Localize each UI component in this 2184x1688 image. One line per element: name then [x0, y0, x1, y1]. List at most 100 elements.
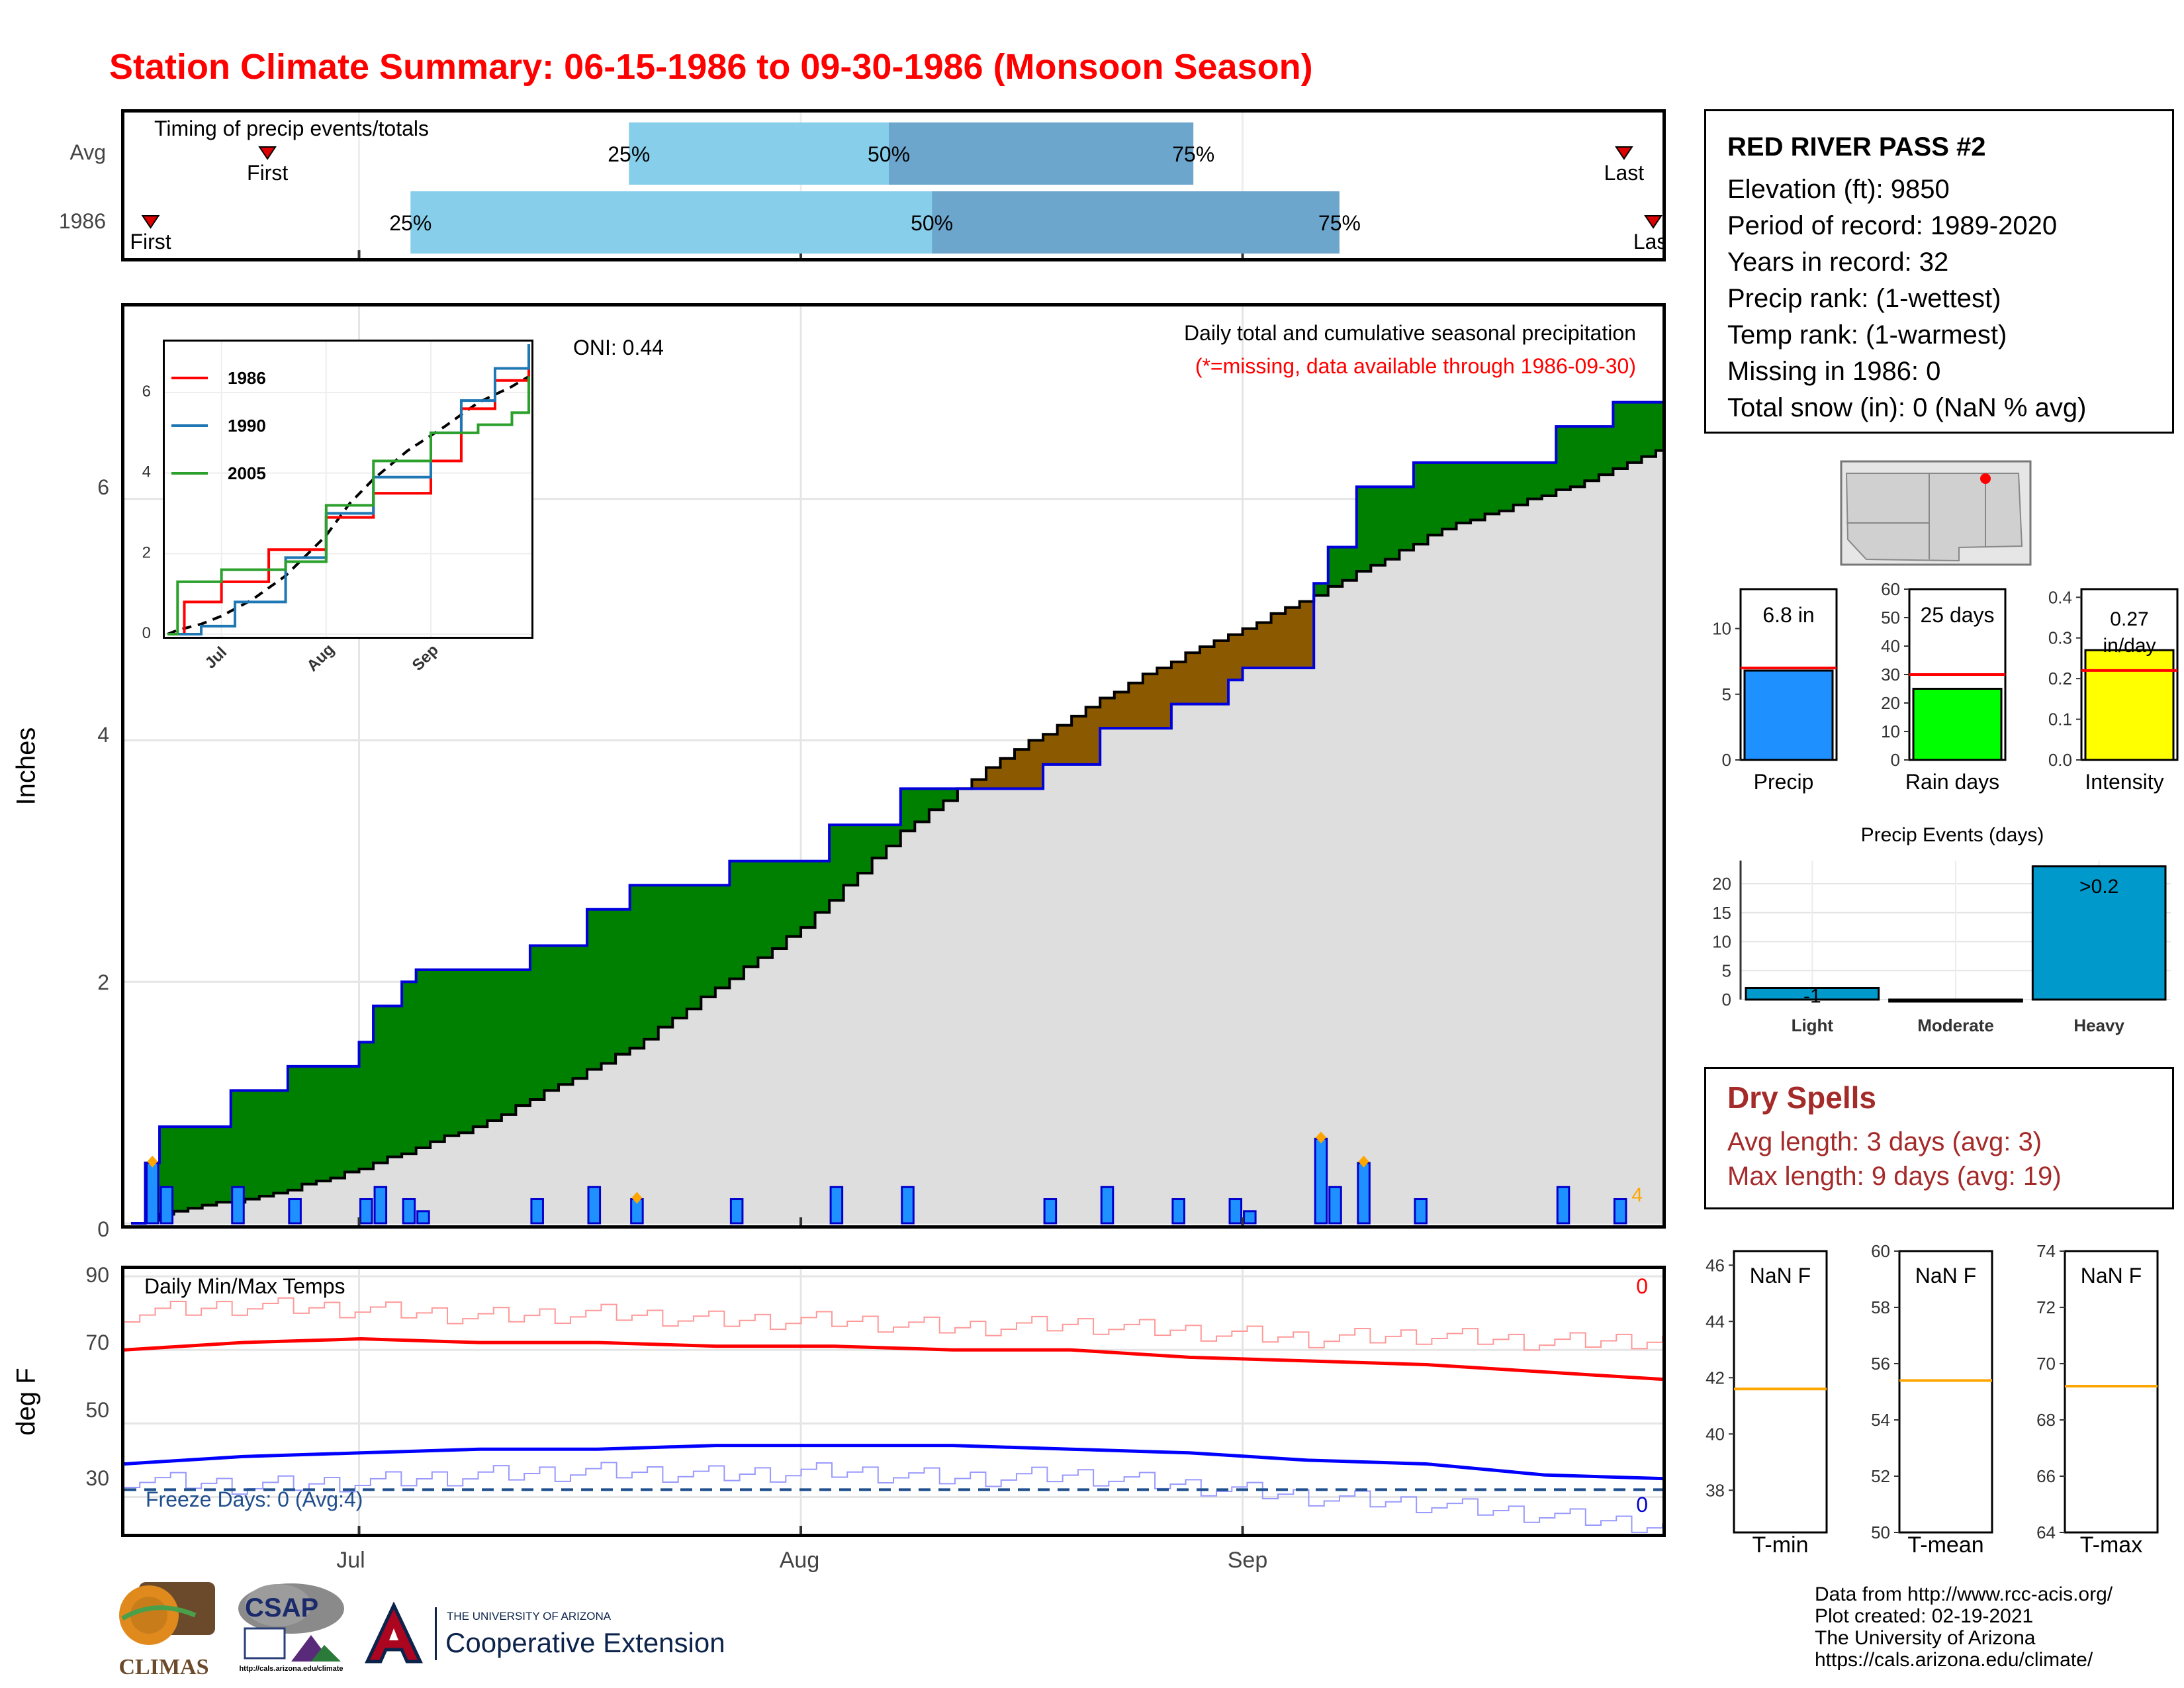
average-cumulative-line [131, 449, 1662, 1225]
precip-panel: 0 2 4 6 Jul Aug Sep ONI: 0.44 Daily total and … [121, 303, 1666, 1229]
below-average-fill [1214, 640, 1229, 704]
timing-last-marker [1615, 146, 1633, 160]
above-average-fill [529, 945, 545, 1100]
station-precip-rank: Precip rank: (1-wettest) [1727, 284, 2001, 313]
csap-logo-text: CSAP [245, 1593, 319, 1622]
above-average-fill [615, 909, 631, 1055]
above-average-fill [1442, 462, 1457, 530]
summary-bar-Intensity [2084, 649, 2175, 761]
summary-ytick-label: 5 [1722, 684, 1731, 704]
heavy-event-marker [147, 1155, 158, 1168]
timing-row-label-avg: Avg [69, 140, 106, 164]
above-average-fill [245, 1090, 260, 1199]
daily-precip-bar [1171, 1198, 1185, 1225]
above-average-fill [230, 1090, 246, 1203]
above-average-fill [216, 1127, 232, 1203]
events-ytick-label: 10 [1712, 932, 1731, 952]
daily-precip-bar [231, 1186, 245, 1225]
daily-precip-bar [1243, 1210, 1257, 1225]
daily-precip-bar [288, 1198, 302, 1225]
above-average-fill [1456, 462, 1471, 524]
ua-small-text: THE UNIVERSITY OF ARIZONA [447, 1610, 612, 1622]
events-bar-heavy [2031, 865, 2167, 1001]
above-average-fill [801, 861, 816, 928]
timing-bar-q25-q50 [629, 122, 889, 185]
climas-emblem-icon [119, 1582, 215, 1645]
daily-precip-bar [1414, 1198, 1428, 1225]
timing-q50-label: 50% [911, 211, 953, 235]
above-average-fill [273, 1090, 289, 1194]
daily-precip-bar [1100, 1186, 1115, 1225]
csap-logo[interactable]: CSAP http://cals.arizona.edu/climate [232, 1579, 351, 1678]
below-average-fill [1028, 740, 1044, 789]
summary-bar-Precip [1743, 669, 1834, 761]
above-average-fill [558, 945, 574, 1085]
heavy-event-marker [631, 1192, 643, 1204]
above-average-fill [1471, 462, 1486, 520]
above-average-fill [487, 969, 502, 1121]
summary-label-raindays: Rain days [1905, 770, 2000, 794]
temp-box-T-min [1733, 1250, 1828, 1534]
temp-box-value: NaN F [1915, 1264, 1976, 1288]
above-average-fill [1356, 487, 1371, 572]
above-average-fill [658, 885, 673, 1027]
timing-panel: 25% 50% 75% First Last 25% 50% 75% First Last Tim… [121, 109, 1666, 261]
above-average-fill [473, 969, 488, 1127]
temp-box-T-max [2064, 1250, 2159, 1534]
summary-value-label: 6.8 in [1762, 603, 1814, 627]
above-average-fill [444, 969, 459, 1136]
observed-cumulative-line [131, 400, 1662, 1225]
inset-series-1990 [167, 344, 530, 635]
summary-ytick-label: 0.1 [2048, 710, 2072, 729]
above-average-fill [202, 1127, 217, 1205]
above-average-fill [188, 1127, 203, 1209]
above-average-fill [815, 861, 830, 913]
above-average-fill [587, 909, 602, 1070]
station-location-marker [1980, 473, 1991, 484]
summary-ytick-label: 60 [1881, 579, 1900, 599]
temp-box-ytick-label: 40 [1706, 1424, 1725, 1444]
inset-xtick: Aug [303, 641, 338, 675]
events-bar-label: -1 [1803, 986, 1821, 1008]
above-average-fill [430, 969, 445, 1142]
inset-legend-label: 2005 [228, 463, 266, 483]
summary-ytick-label: 0 [1722, 750, 1731, 770]
inset-series-1986 [167, 360, 530, 635]
above-average-fill [316, 1066, 331, 1182]
summary-ytick-label: 10 [1712, 619, 1731, 639]
summary-ytick-label: 0.4 [2048, 587, 2072, 607]
below-average-fill [1242, 628, 1257, 668]
timing-plot: 25% 50% 75% First Last 25% 50% 75% First Last [130, 113, 1662, 258]
above-average-fill [1342, 547, 1357, 581]
above-average-fill [302, 1066, 317, 1184]
temp-box-ytick-label: 52 [1871, 1466, 1890, 1486]
temp-series-1986-min [124, 1462, 1662, 1533]
inset-series-2005 [167, 376, 530, 635]
temp-box-label: T-mean [1907, 1532, 1983, 1556]
precip-annotation-note: (*=missing, data available through 1986-… [1195, 354, 1636, 378]
ua-logo[interactable]: THE UNIVERSITY OF ARIZONA Cooperative Ex… [361, 1601, 745, 1668]
climas-logo[interactable]: CLIMAS [109, 1579, 218, 1679]
temp-box-ytick-label: 64 [2036, 1523, 2056, 1542]
summary-bars: 0 5 10 6.8 in 0 10 20 30 40 50 60 25 days 0.0 0.1 0.2 0… [1712, 579, 2179, 770]
precip-annotation-title: Daily total and cumulative seasonal prec… [1183, 321, 1636, 345]
above-average-fill [601, 909, 616, 1064]
summary-ytick-label: 30 [1881, 665, 1900, 684]
above-average-fill [1541, 462, 1557, 496]
precip-ytick-6: 6 [97, 475, 109, 499]
timing-last-label: Last [1604, 161, 1645, 185]
summary-value-label: 0.27 [2110, 608, 2148, 630]
above-average-fill [1584, 426, 1600, 481]
daily-precip-bar [901, 1186, 915, 1225]
below-average-fill [1043, 734, 1058, 765]
inset-ytick: 6 [142, 383, 151, 400]
arizona-a-icon [365, 1601, 423, 1664]
timing-q50-label: 50% [868, 142, 910, 166]
temp-box-ytick-label: 38 [1706, 1480, 1725, 1500]
events-bar-light [1745, 987, 1880, 1001]
timing-q75-label: 75% [1172, 142, 1214, 166]
daily-precip-bar [1357, 1162, 1371, 1225]
above-average-fill [1328, 547, 1343, 586]
xtick-aug: Aug [779, 1548, 820, 1573]
above-average-fill [501, 969, 516, 1115]
